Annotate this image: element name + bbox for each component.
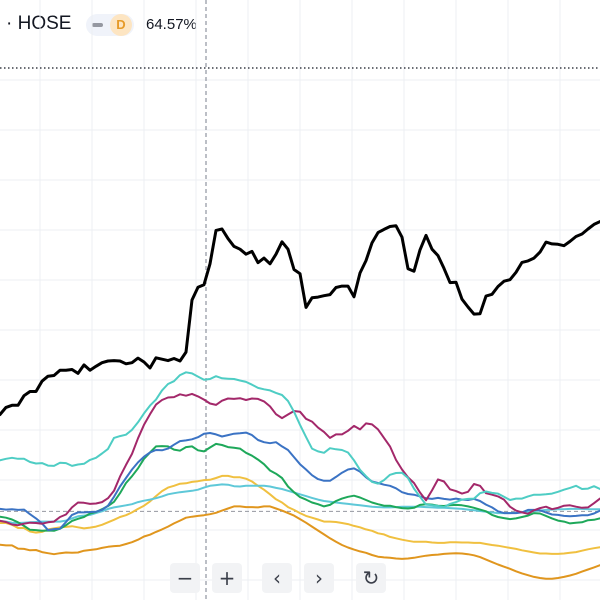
zoom-out-button[interactable]: − — [170, 563, 200, 593]
series-line-6 — [0, 483, 600, 524]
reset-button[interactable]: ↻ — [356, 563, 386, 593]
series-line-2 — [0, 371, 600, 509]
scroll-left-button[interactable]: ‹ — [262, 563, 292, 593]
interval-badge: D — [110, 14, 132, 36]
series-line-7 — [0, 474, 600, 555]
exchange-label: · HOSE — [6, 13, 72, 34]
series-line-8 — [0, 505, 600, 580]
legend-bar: · HOSE D 64.57% — [0, 0, 600, 50]
zoom-in-button[interactable]: + — [212, 563, 242, 593]
line-style-icon — [92, 23, 103, 27]
interval-badge-group[interactable]: D — [86, 14, 134, 36]
chart-toolbar: − + ‹ › ↻ — [170, 563, 400, 595]
series-line-3 — [0, 392, 600, 527]
series-line-4 — [0, 431, 600, 532]
scroll-right-button[interactable]: › — [304, 563, 334, 593]
change-percent: 64.57% — [146, 16, 197, 33]
series-line-1 — [0, 220, 600, 416]
